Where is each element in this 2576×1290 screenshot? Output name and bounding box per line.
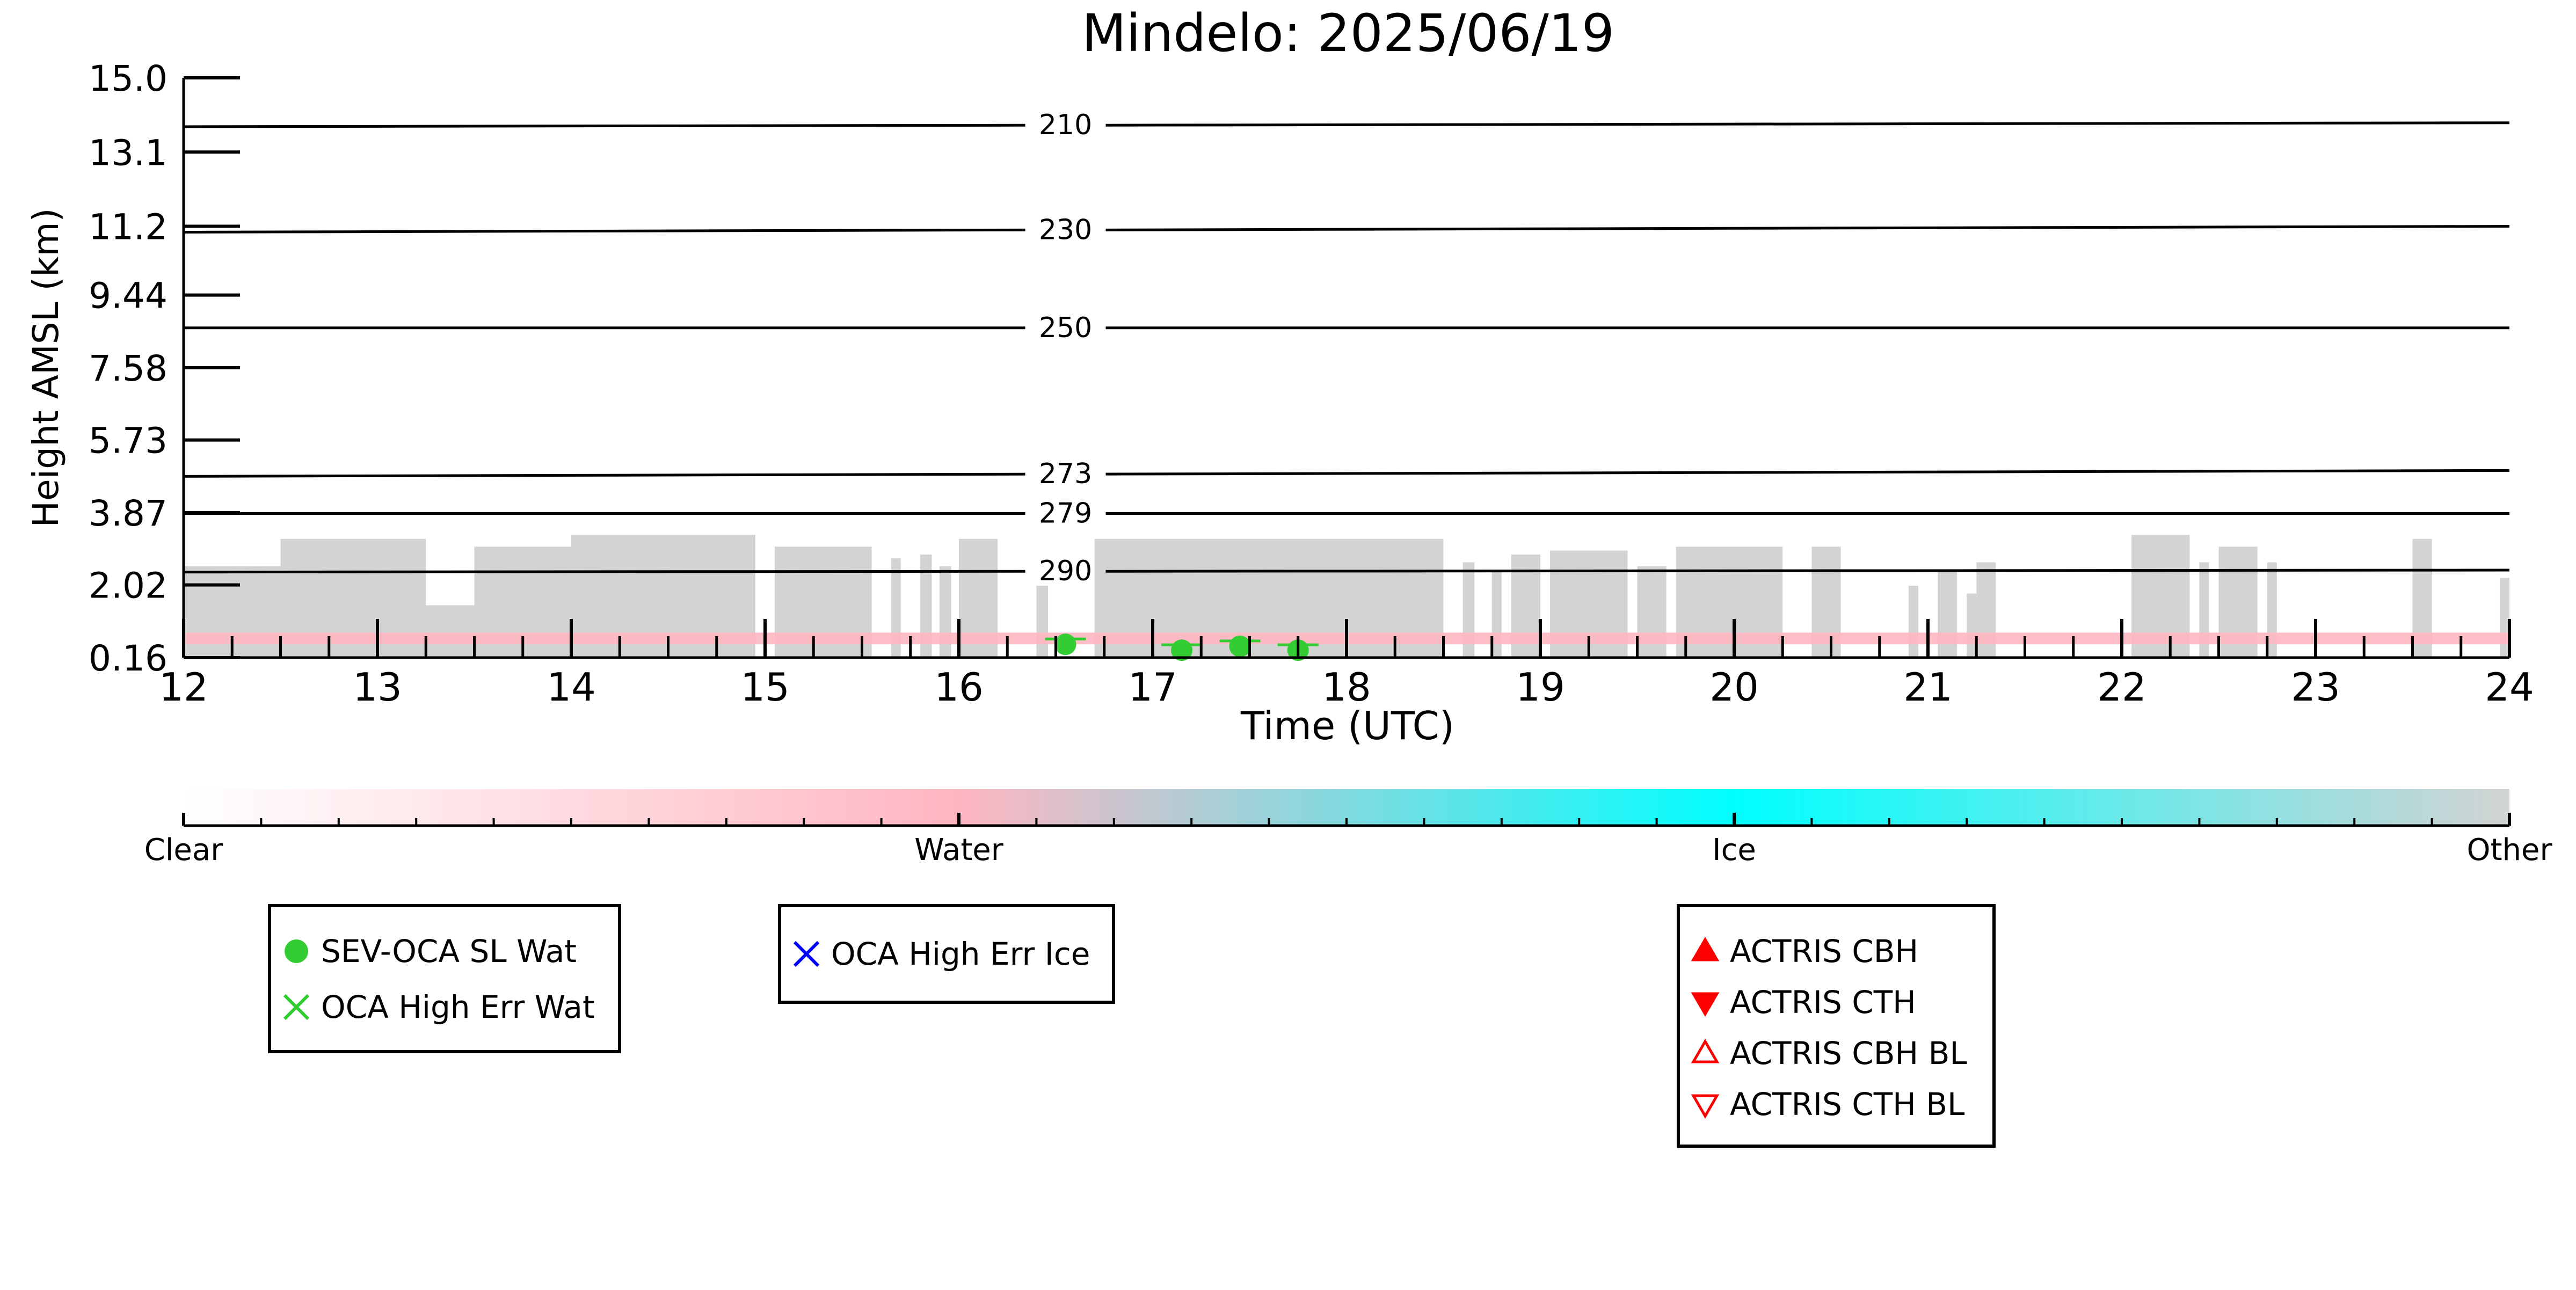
legend-marker-triangle-up bbox=[1691, 1039, 1720, 1063]
isotherm-layer: 210 230 250 273 279 290 bbox=[183, 109, 2510, 587]
sev-oca-point bbox=[1229, 635, 1251, 657]
y-axis: 0.16 2.02 3.87 5.73 7.58 9.44 11.2 13.1 15.0 bbox=[89, 58, 240, 679]
legend-label: ACTRIS CBH BL bbox=[1730, 1035, 1967, 1072]
x-tick-label: 20 bbox=[1709, 665, 1759, 710]
cloud-segment bbox=[1908, 586, 1918, 658]
legend-box bbox=[778, 904, 1115, 1004]
legend-label: OCA High Err Wat bbox=[321, 989, 595, 1025]
legend-marker-triangle-up bbox=[1691, 937, 1720, 961]
cloud-segment bbox=[1036, 586, 1049, 658]
y-tick-label: 11.2 bbox=[89, 207, 168, 248]
colorbar-label: Water bbox=[914, 833, 1004, 868]
isotherm-line bbox=[1105, 569, 2510, 573]
y-tick-label: 2.02 bbox=[89, 565, 168, 607]
legend-label: ACTRIS CBH bbox=[1730, 933, 1918, 970]
legend-box bbox=[1677, 904, 1996, 1148]
legend-label: ACTRIS CTH BL bbox=[1730, 1086, 1964, 1123]
plot-area: 210 230 250 273 279 290 bbox=[183, 109, 2510, 661]
legend-label: OCA High Err Ice bbox=[831, 936, 1090, 972]
x-tick-label: 23 bbox=[2291, 665, 2340, 710]
legend-marker-x bbox=[283, 994, 310, 1021]
y-tick-label: 13.1 bbox=[89, 132, 168, 173]
isotherm-line bbox=[1105, 469, 2510, 476]
cloud-segment bbox=[1491, 570, 1502, 658]
colorbar-label: Ice bbox=[1712, 833, 1756, 868]
isotherm-line bbox=[183, 472, 1025, 478]
x-tick-label: 12 bbox=[159, 665, 208, 710]
oca-ice-legend: OCA High Err Ice bbox=[778, 904, 1115, 1004]
y-tick-label: 7.58 bbox=[89, 348, 168, 389]
y-tick-label: 9.44 bbox=[89, 275, 168, 317]
x-tick-label: 22 bbox=[2097, 665, 2146, 710]
legend-marker-triangle-down bbox=[1691, 1094, 1720, 1119]
cloud-segment bbox=[920, 554, 932, 658]
isotherm-line bbox=[183, 570, 1025, 574]
cloud-segment bbox=[1938, 570, 1958, 658]
x-tick-label: 17 bbox=[1128, 665, 1177, 710]
legend-marker-circle bbox=[285, 939, 308, 963]
isotherm-label: 279 bbox=[1039, 497, 1092, 529]
isotherm-line bbox=[183, 123, 1025, 128]
isotherm-label: 290 bbox=[1039, 555, 1092, 587]
colorbar-ticks: Clear Water Ice Other bbox=[144, 813, 2552, 868]
isotherm-line bbox=[1105, 225, 2510, 231]
x-tick-label: 14 bbox=[547, 665, 596, 710]
x-axis: 12 13 14 15 16 17 18 19 20 21 22 23 24 bbox=[159, 619, 2534, 710]
y-tick-label: 0.16 bbox=[89, 638, 168, 679]
actris-legend: ACTRIS CBH ACTRIS CTH ACTRIS CBH BL ACTRIS … bbox=[1677, 904, 1996, 1148]
y-axis-label: Height AMSL (km) bbox=[25, 208, 67, 528]
x-tick-label: 18 bbox=[1322, 665, 1371, 710]
cloud-segment bbox=[426, 605, 475, 658]
isotherm-label: 230 bbox=[1039, 214, 1092, 246]
x-tick-label: 19 bbox=[1516, 665, 1565, 710]
legend-label: ACTRIS CTH bbox=[1730, 984, 1916, 1021]
x-tick-label: 21 bbox=[1903, 665, 1953, 710]
cloud-segment bbox=[1967, 593, 1977, 658]
legend-marker-triangle-down bbox=[1691, 992, 1720, 1017]
sev-oca-point bbox=[1054, 633, 1076, 655]
y-tick-label: 15.0 bbox=[89, 58, 168, 99]
x-axis-label: Time (UTC) bbox=[1240, 703, 1454, 748]
sev-oca-legend: SEV-OCA SL Wat OCA High Err Wat bbox=[268, 904, 621, 1053]
y-tick-label: 5.73 bbox=[89, 420, 168, 462]
isotherm-label: 250 bbox=[1039, 312, 1092, 344]
y-tick-label: 3.87 bbox=[89, 493, 168, 534]
colorbar-label: Other bbox=[2466, 833, 2552, 868]
legend-box bbox=[268, 904, 621, 1053]
colorbar-label: Clear bbox=[144, 833, 223, 868]
legend-marker-x bbox=[793, 941, 820, 967]
x-tick-label: 24 bbox=[2485, 665, 2534, 710]
chart-title: Mindelo: 2025/06/19 bbox=[1082, 3, 1614, 63]
x-tick-label: 16 bbox=[934, 665, 984, 710]
legend-label: SEV-OCA SL Wat bbox=[321, 933, 577, 970]
colorbar: Clear Water Ice Other bbox=[144, 789, 2552, 868]
x-tick-label: 13 bbox=[353, 665, 402, 710]
legend-layer: SEV-OCA SL Wat OCA High Err Wat OCA High E… bbox=[268, 904, 1996, 1148]
isotherm-label: 210 bbox=[1039, 109, 1092, 141]
sev-oca-point bbox=[1171, 639, 1193, 661]
isotherm-label: 273 bbox=[1039, 458, 1092, 490]
x-tick-label: 15 bbox=[740, 665, 790, 710]
isotherm-line bbox=[183, 228, 1025, 234]
sev-oca-points-layer bbox=[1045, 633, 1319, 661]
isotherm-line bbox=[1105, 121, 2510, 127]
